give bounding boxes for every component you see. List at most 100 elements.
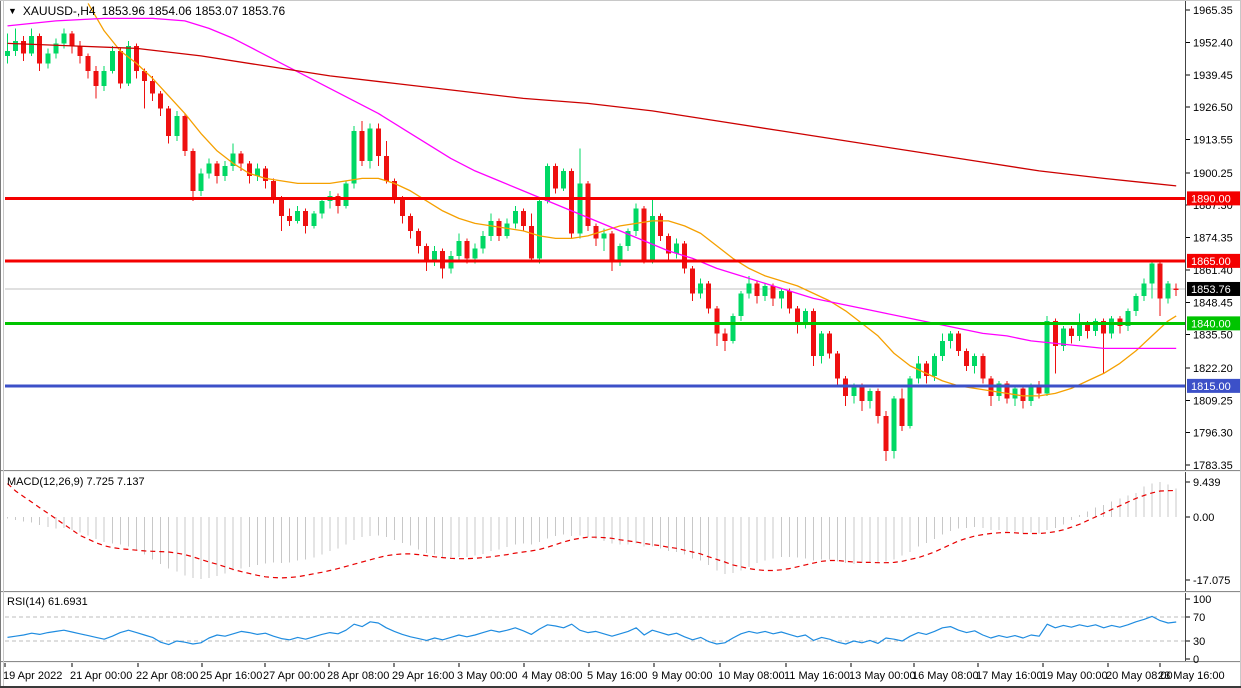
candle-body-up: [1093, 320, 1099, 331]
time-axis-label: 19 Apr 2022: [3, 670, 62, 682]
rsi-axis-label: 100: [1193, 594, 1211, 606]
candle-body-down: [899, 398, 905, 426]
candle-body-up: [1109, 318, 1115, 334]
candle-body-down: [585, 183, 591, 226]
candle-body-down: [1157, 263, 1163, 299]
candle-body-up: [101, 70, 107, 86]
macd-signal-line: [7, 483, 1177, 579]
candle-body-up: [198, 173, 204, 191]
time-axis-label: 27 Apr 00:00: [263, 670, 325, 682]
candle-body-down: [142, 70, 148, 81]
level-price-tag: [1187, 191, 1240, 206]
time-axis-label: 28 Apr 08:00: [327, 670, 389, 682]
candle-body-up: [851, 385, 857, 396]
ma-mid-magenta-line: [7, 17, 1177, 350]
candle-body-up: [61, 33, 67, 44]
candle-body-up: [254, 168, 260, 176]
chart-title-bar: ▼ XAUUSD-,H4 1853.96 1854.06 1853.07 185…: [8, 4, 285, 18]
rsi-indicator-label: RSI(14) 61.6931: [7, 596, 88, 608]
candle-body-up: [432, 250, 438, 261]
candle-body-up: [931, 355, 937, 376]
candle-body-up: [1141, 283, 1147, 296]
candle-body-down: [77, 45, 83, 56]
candle-body-down: [593, 225, 599, 239]
price-axis-label: 1796.30: [1193, 428, 1233, 440]
candle-body-down: [279, 198, 285, 216]
rsi-axis-label: 0: [1193, 654, 1199, 666]
candle-body-down: [520, 210, 526, 226]
candle-body-down: [190, 150, 196, 191]
candle-body-down: [424, 245, 430, 261]
candle-body-down: [262, 168, 268, 181]
candle-body-down: [690, 268, 696, 294]
candle-body-down: [1101, 320, 1107, 334]
candle-body-down: [416, 230, 422, 246]
candle-body-down: [1052, 320, 1058, 346]
symbol-title: XAUUSD-,H4: [22, 4, 96, 18]
candle-body-up: [819, 333, 825, 356]
candle-body-up: [222, 165, 228, 176]
candle-body-down: [37, 35, 43, 64]
candle-body-up: [1125, 310, 1131, 326]
time-axis-label: 29 Apr 16:00: [392, 670, 454, 682]
price-axis-label: 1809.25: [1193, 395, 1233, 407]
macd-axis-label: -17.075: [1193, 575, 1230, 587]
candle-body-up: [738, 293, 744, 316]
candle-body-down: [1020, 388, 1026, 401]
level-price-tag: [1187, 253, 1240, 268]
current-price-tag-text: 1853.76: [1191, 284, 1231, 296]
time-axis-label: 13 May 00:00: [849, 670, 916, 682]
time-axis-label: 10 May 08:00: [718, 670, 785, 682]
rsi-axis-label: 70: [1193, 612, 1205, 624]
candle-body-up: [536, 200, 542, 259]
price-axis-label: 1900.25: [1193, 168, 1233, 180]
candle-body-down: [408, 215, 413, 231]
candle-body-down: [166, 108, 172, 136]
candle-body-up: [561, 170, 567, 189]
candle-body-up: [295, 210, 301, 221]
candle-body-up: [891, 398, 897, 451]
time-axis-label: 21 Apr 00:00: [70, 670, 132, 682]
candle-body-down: [270, 180, 276, 199]
candle-body-down: [85, 55, 91, 71]
candle-body-up: [343, 183, 349, 206]
candle-body-down: [641, 208, 647, 261]
candle-body-up: [778, 290, 784, 299]
time-axis-label: 4 May 08:00: [522, 670, 583, 682]
panel-separator-highlight: [0, 592, 1241, 593]
price-axis-label: 1783.35: [1193, 460, 1233, 472]
candle-body-down: [706, 283, 712, 309]
panel-separator: [0, 470, 1241, 471]
candle-body-up: [633, 208, 639, 231]
candle-body-up: [746, 283, 752, 294]
price-axis-label: 1874.35: [1193, 233, 1233, 245]
price-axis-label: 1926.50: [1193, 102, 1233, 114]
candle-body-up: [996, 383, 1002, 396]
candle-body-up: [1028, 385, 1034, 401]
level-price-tag-text: 1865.00: [1191, 256, 1231, 268]
price-axis-label: 1965.35: [1193, 5, 1233, 17]
price-axis-label: 1913.55: [1193, 135, 1233, 147]
candle-body-up: [762, 285, 768, 296]
candle-body-up: [601, 233, 607, 239]
ma-fast-orange-line: [87, 3, 1177, 397]
candle-body-up: [1076, 323, 1082, 336]
price-axis-label: 1939.45: [1193, 70, 1233, 82]
candle-body-down: [714, 308, 720, 334]
time-axis-label: 17 May 16:00: [976, 670, 1043, 682]
candle-body-up: [472, 248, 478, 259]
panel-separator: [0, 661, 1241, 662]
candle-body-down: [69, 33, 75, 46]
symbol-dropdown-icon[interactable]: ▼: [8, 6, 17, 16]
candle-body-down: [553, 165, 559, 189]
window-border-left-inner: [3, 0, 4, 688]
candle-body-down: [722, 333, 728, 341]
candle-body-down: [956, 333, 962, 351]
candle-body-up: [915, 363, 921, 379]
candle-body-up: [488, 220, 494, 236]
candle-body-up: [504, 223, 510, 236]
candle-body-down: [609, 233, 615, 261]
price-axis-label: 1835.50: [1193, 330, 1233, 342]
